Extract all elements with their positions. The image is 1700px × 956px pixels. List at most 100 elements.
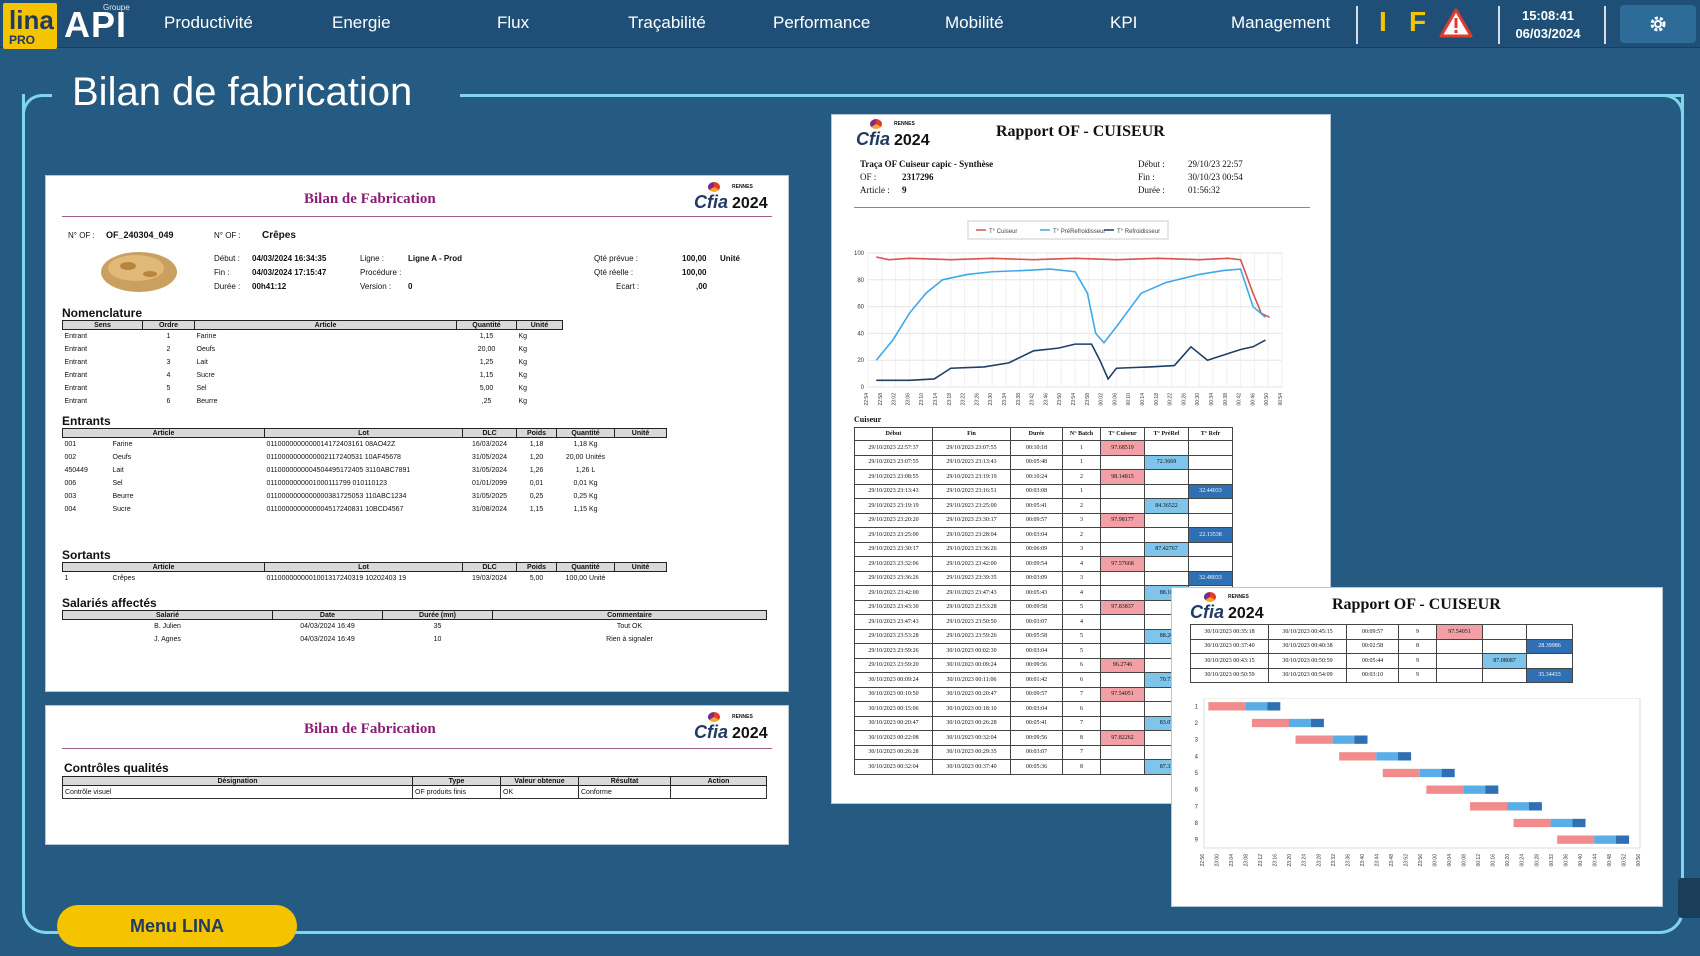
rapport-debut-value: 29/10/23 22:57 xyxy=(1188,159,1243,169)
col-header: Fin xyxy=(932,427,1011,441)
rapport-of-label: OF : xyxy=(860,172,877,182)
nav-management[interactable]: Management xyxy=(1231,13,1331,32)
api-logo[interactable]: API xyxy=(64,4,128,45)
gantt-bar-refr xyxy=(1616,835,1630,844)
series-line-1 xyxy=(876,256,1270,319)
gantt-x-tick: 23:24 xyxy=(1302,854,1308,867)
col-header: Durée (mn) xyxy=(382,610,493,620)
lina-pro-logo[interactable]: lina PRO xyxy=(3,3,57,49)
separator xyxy=(1604,6,1606,44)
x-tick-label: 00:34 xyxy=(1209,393,1215,406)
nav-performance[interactable]: Performance xyxy=(773,13,871,32)
table-cell xyxy=(1100,715,1145,731)
gantt-bar-cuiseur xyxy=(1513,818,1551,828)
settings-button[interactable] xyxy=(1620,5,1696,43)
nav-mobilite[interactable]: Mobilité xyxy=(945,13,1004,32)
table-cell: 00:05:36 xyxy=(1010,759,1063,775)
status-i-indicator[interactable]: I xyxy=(1379,6,1387,37)
table-cell: 00:09:57 xyxy=(1346,624,1399,640)
gantt-bar-cuiseur xyxy=(1339,752,1377,761)
table-row: 30/10/2023 00:43:15 30/10/2023 00:50:59 00… xyxy=(1190,653,1573,669)
col-header: Date xyxy=(272,610,383,620)
controles-qualite-document[interactable]: Bilan de Fabrication Cfia RENNES 2024 Cont… xyxy=(46,706,788,844)
cuiseur-table-continued: 30/10/2023 00:35:18 30/10/2023 00:45:15 00… xyxy=(1190,624,1573,683)
gantt-x-tick: 22:56 xyxy=(1200,854,1206,867)
gantt-bar-refr xyxy=(1310,718,1324,728)
table-cell: 7 xyxy=(1062,715,1101,731)
table-cell: 1 xyxy=(1062,440,1101,456)
doc-rule xyxy=(62,748,772,749)
legend-label: T° Cuiseur xyxy=(989,229,1017,235)
gantt-x-tick: 23:40 xyxy=(1360,854,1366,867)
cuiseur-table-title: Cuiseur xyxy=(854,415,882,424)
gantt-bar-refr xyxy=(1267,702,1281,711)
table-cell xyxy=(670,785,767,799)
gantt-row-label: 9 xyxy=(1195,838,1199,844)
table-cell: 32.48033 xyxy=(1188,570,1233,586)
nav-flux[interactable]: Flux xyxy=(497,13,530,32)
table-cell: 00:09:54 xyxy=(1010,556,1063,572)
table-cell: 450449 xyxy=(64,466,88,474)
nav-tracabilite[interactable]: Traçabilité xyxy=(628,13,706,32)
table-cell: 28.39986 xyxy=(1526,638,1573,654)
table-cell: Contrôle visuel xyxy=(62,785,413,799)
rapport-cuiseur-document[interactable]: Cfia RENNES 2024 Rapport OF - CUISEUR Traç… xyxy=(832,115,1330,803)
nav-energie[interactable]: Energie xyxy=(332,13,391,32)
nomenclature-table: Sens Ordre Article Quantité Unité Entran… xyxy=(62,320,563,408)
table-cell xyxy=(1100,454,1145,470)
table-cell: 1 xyxy=(166,332,171,340)
gantt-x-tick: 00:12 xyxy=(1476,854,1482,867)
table-cell: 5,00 xyxy=(529,574,544,582)
gantt-x-tick: 00:04 xyxy=(1447,854,1453,867)
warning-icon[interactable] xyxy=(1439,8,1473,38)
table-cell xyxy=(1100,701,1145,717)
batch-gantt-chart: 1 2 3 4 5 6 7 8 9 22:56 23:00 23:04 23:08 23:12 23:16 2… xyxy=(1195,698,1642,867)
col-header: Début xyxy=(854,427,933,441)
y-tick-label: 80 xyxy=(857,278,864,284)
table-cell: 30/10/2023 00:35:18 xyxy=(1190,624,1269,640)
x-tick-label: 23:38 xyxy=(1016,393,1022,406)
table-cell: 29/10/2023 23:25:00 xyxy=(854,527,933,543)
table-cell: Kg xyxy=(518,345,528,353)
table-cell: 6 xyxy=(166,397,171,405)
table-cell: 29/10/2023 23:19:19 xyxy=(932,469,1011,485)
table-cell: 4 xyxy=(1062,585,1101,601)
table-cell: 0,01 xyxy=(529,479,544,487)
cfia-logo: Cfia RENNES 2024 xyxy=(856,119,930,149)
lina-logo-text: lina xyxy=(9,5,54,35)
rapport-cuiseur-gantt-document[interactable]: Cfia RENNES 2024 Rapport OF - CUISEUR 30/1… xyxy=(1172,588,1662,906)
of-label: N° OF : xyxy=(68,231,95,240)
nav-productivite[interactable]: Productivité xyxy=(164,13,253,32)
gantt-x-tick: 23:12 xyxy=(1258,854,1264,867)
rapport-duree-label: Durée : xyxy=(1138,185,1165,195)
rapport-title: Rapport OF - CUISEUR xyxy=(996,123,1165,140)
nav-kpi[interactable]: KPI xyxy=(1110,13,1138,32)
table-cell: 30/10/2023 00:43:15 xyxy=(1190,653,1269,669)
table-cell: 97.82262 xyxy=(1100,730,1145,746)
x-tick-label: 00:02 xyxy=(1099,393,1105,406)
status-f-indicator[interactable]: F xyxy=(1409,6,1427,37)
table-cell xyxy=(1188,454,1233,470)
col-header: Unité xyxy=(516,320,563,330)
ligne-label: Ligne : xyxy=(360,254,385,263)
table-cell xyxy=(1144,483,1189,499)
table-cell: Farine xyxy=(196,332,217,340)
menu-lina-button[interactable]: Menu LINA xyxy=(57,905,297,947)
gantt-x-tick: 00:32 xyxy=(1549,854,1555,867)
table-cell xyxy=(1436,653,1483,669)
table-cell: 22.13538 xyxy=(1188,527,1233,543)
gantt-bar-refr xyxy=(1354,735,1368,744)
gantt-bar-refr xyxy=(1441,768,1455,778)
col-header: Action xyxy=(670,776,767,786)
table-cell: 29/10/2023 23:07:55 xyxy=(932,440,1011,456)
col-header: N° Batch xyxy=(1062,427,1101,441)
gantt-x-tick: 00:20 xyxy=(1505,854,1511,867)
bilan-fabrication-document[interactable]: Bilan de Fabrication Cfia RENNES 2024 N° O… xyxy=(46,176,788,691)
col-header: Désignation xyxy=(62,776,413,786)
table-cell: Sucre xyxy=(196,371,215,379)
table-cell: 16/03/2024 xyxy=(471,440,508,448)
gantt-x-tick: 23:52 xyxy=(1403,854,1409,867)
debut-value: 04/03/2024 16:34:35 xyxy=(252,254,327,263)
col-header: Quantité xyxy=(556,562,616,572)
side-panel-handle[interactable] xyxy=(1678,878,1700,918)
